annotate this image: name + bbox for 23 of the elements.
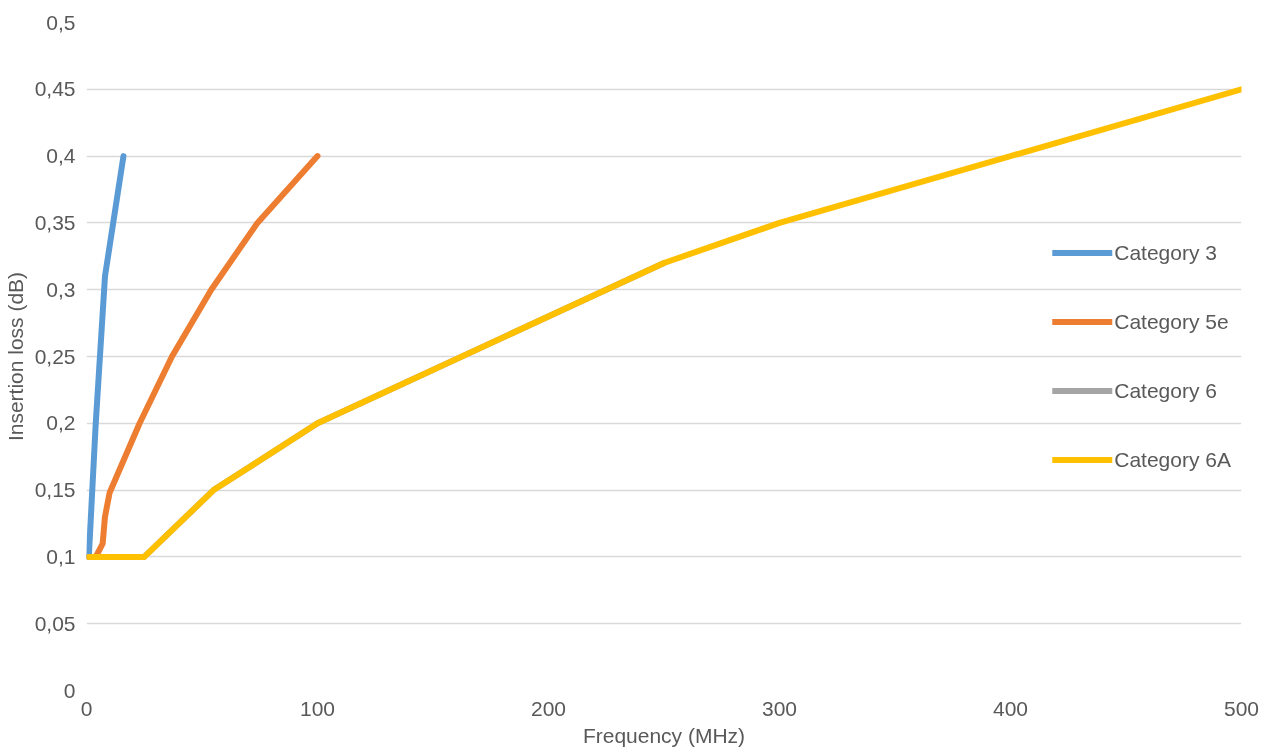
y-tick-label: 0,2	[46, 411, 76, 435]
x-tick-label: 300	[761, 696, 798, 720]
y-tick-label: 0,5	[46, 10, 76, 34]
legend-label: Category 6A	[1114, 447, 1231, 472]
y-tick-label: 0,25	[34, 344, 76, 368]
x-tick-label: 200	[530, 696, 567, 720]
y-tick-label: 0,05	[34, 611, 76, 635]
y-tick-label: 0,35	[34, 210, 76, 234]
x-axis-title: Frequency (MHz)	[582, 723, 746, 747]
y-tick-label: 0,1	[46, 544, 76, 568]
x-tick-label: 100	[299, 696, 336, 720]
x-tick-label: 0	[80, 696, 93, 720]
legend-label: Category 5e	[1114, 309, 1229, 334]
x-tick-label: 400	[992, 696, 1029, 720]
y-tick-label: 0,3	[46, 277, 76, 301]
y-tick-label: 0,15	[34, 478, 76, 502]
legend-label: Category 6	[1114, 378, 1217, 403]
y-tick-label: 0	[63, 678, 76, 702]
legend-label: Category 3	[1114, 240, 1217, 265]
y-tick-label: 0,4	[46, 144, 76, 168]
y-tick-label: 0,45	[34, 77, 76, 101]
x-tick-label: 500	[1223, 696, 1260, 720]
y-axis-title: Insertion loss (dB)	[3, 271, 27, 442]
